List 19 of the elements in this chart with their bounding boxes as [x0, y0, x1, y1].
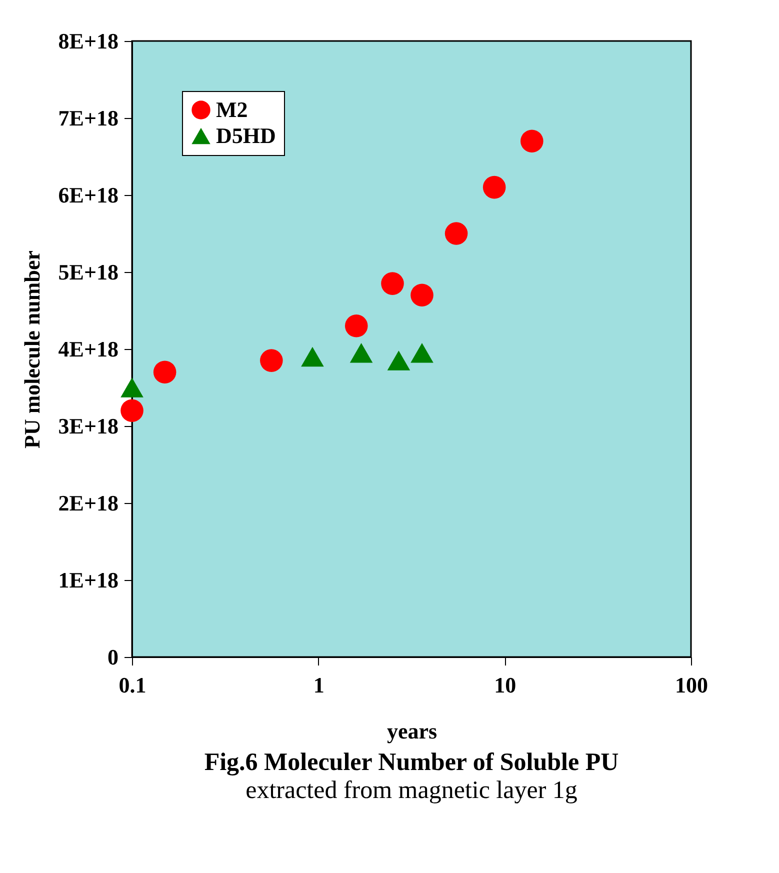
y-tick-label: 4E+18: [58, 336, 118, 362]
x-tick-label: 10: [494, 672, 516, 698]
y-tick-label: 5E+18: [58, 260, 118, 284]
y-tick-label: 1E+18: [58, 568, 118, 592]
x-axis-title: years: [386, 718, 438, 744]
y-tick-label: 2E+18: [58, 490, 118, 516]
y-tick-label: 3E+18: [58, 414, 118, 438]
x-tick-label: 1: [313, 672, 324, 698]
y-tick-label: 6E+18: [58, 182, 118, 208]
legend-label: D5HD: [216, 123, 276, 148]
text: extracted from magnetic layer 1g: [246, 777, 578, 804]
y-axis-title: PU molecule number: [19, 250, 44, 448]
text: Fig.6 Moleculer Number of Soluble PU: [204, 749, 619, 776]
y-tick-label: 7E+18: [58, 106, 118, 130]
x-tick-label: 100: [675, 672, 708, 698]
y-tick-label: 0: [108, 644, 118, 670]
x-tick-label: 0.1: [118, 672, 146, 698]
legend-label: M2: [216, 97, 248, 122]
y-tick-label: 8E+18: [58, 28, 118, 54]
